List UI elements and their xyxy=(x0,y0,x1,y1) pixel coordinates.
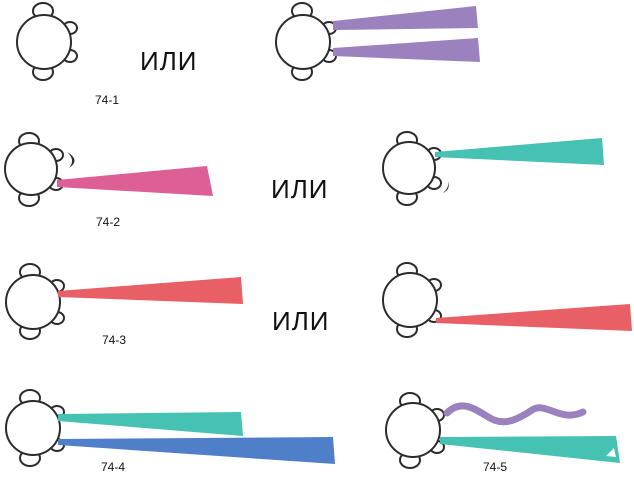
purple-wave xyxy=(443,402,587,426)
head-74-2a xyxy=(4,132,64,207)
teal-beam-notch xyxy=(606,448,616,457)
blue-beam-row4 xyxy=(58,437,335,464)
pink-beam xyxy=(57,166,213,196)
purple-beam-upper xyxy=(333,6,478,30)
teal-beam-row2 xyxy=(435,138,604,165)
figure-label-74-5: 74-5 xyxy=(483,460,508,474)
or-label-3: ИЛИ xyxy=(272,306,330,336)
figure-label-74-3: 74-3 xyxy=(102,333,127,347)
head-74-1b xyxy=(275,2,337,81)
head-74-5 xyxy=(385,392,445,469)
figure-label-74-2: 74-2 xyxy=(96,215,121,229)
crescent-mark-left xyxy=(67,152,75,168)
head-74-3b xyxy=(382,262,442,338)
teal-beam-row4 xyxy=(58,412,243,436)
purple-beam-lower xyxy=(333,38,480,62)
red-beam-right xyxy=(436,304,632,331)
crescent-mark-right xyxy=(443,178,449,193)
figure-label-74-4: 74-4 xyxy=(101,460,126,474)
head-74-2b xyxy=(382,131,442,206)
or-label-1: ИЛИ xyxy=(140,46,198,76)
head-74-1a xyxy=(16,2,78,81)
figure-label-74-1: 74-1 xyxy=(95,93,120,107)
head-74-3a xyxy=(5,263,65,340)
teal-beam-row5 xyxy=(440,436,620,463)
red-beam-left xyxy=(58,277,243,304)
or-label-2: ИЛИ xyxy=(271,174,329,204)
head-74-4a xyxy=(5,389,65,467)
